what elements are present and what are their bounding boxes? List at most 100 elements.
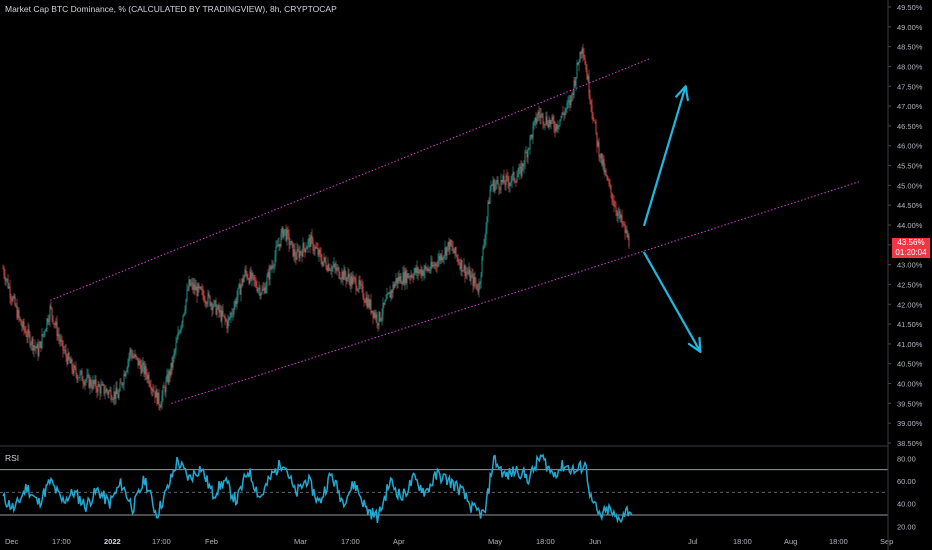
candle-body: [613, 202, 615, 207]
candle: [367, 294, 369, 309]
candle-body: [84, 381, 86, 385]
candle-body: [458, 262, 460, 264]
candle: [75, 361, 77, 379]
candle-body: [484, 239, 486, 245]
candle: [341, 268, 343, 283]
candle-body: [383, 302, 385, 305]
candle: [245, 264, 247, 277]
candle-body: [225, 319, 227, 322]
candle-body: [25, 331, 27, 336]
candle-body: [565, 108, 567, 111]
candle-body: [440, 254, 442, 261]
candle: [370, 293, 372, 316]
candle-body: [499, 189, 501, 190]
candle-body: [310, 235, 312, 247]
candle-body: [183, 313, 185, 316]
candle: [559, 119, 561, 127]
candle: [265, 281, 267, 294]
candle: [306, 245, 308, 250]
candle: [517, 167, 519, 178]
candle-body: [541, 114, 543, 115]
candle: [428, 267, 430, 274]
candle-body: [24, 329, 26, 332]
candle: [489, 185, 491, 205]
candle-body: [303, 243, 305, 249]
candle: [572, 89, 574, 101]
candle: [264, 283, 266, 294]
candle-body: [130, 349, 132, 354]
candle-body: [135, 354, 137, 357]
candle: [165, 376, 167, 398]
time-tick-label: 17:00: [52, 537, 71, 546]
candle: [45, 327, 47, 332]
candle-body: [91, 386, 93, 389]
candle-body: [121, 382, 123, 386]
candle-body: [146, 374, 148, 380]
candle: [582, 43, 584, 62]
candle-body: [278, 244, 280, 247]
candle: [479, 281, 481, 290]
candle: [471, 267, 473, 279]
candle: [413, 268, 415, 280]
candle-body: [209, 296, 211, 306]
candle: [424, 264, 426, 279]
candle-body: [536, 118, 538, 124]
price-tick-label: 49.50%: [897, 3, 923, 12]
channel-lower-line: [171, 180, 861, 404]
candle: [103, 383, 105, 397]
candle-body: [350, 275, 352, 287]
candle: [383, 302, 385, 309]
candle: [281, 226, 283, 241]
candle: [79, 369, 81, 382]
candle-body: [203, 295, 205, 302]
candle: [588, 69, 590, 100]
candle: [132, 350, 134, 359]
candle: [610, 184, 612, 199]
candle: [109, 386, 111, 392]
candle: [328, 263, 330, 272]
candle: [147, 372, 149, 384]
candle: [225, 317, 227, 323]
candle: [321, 254, 323, 268]
candle: [77, 374, 79, 384]
candle-body: [162, 386, 164, 396]
candle-body: [439, 255, 441, 261]
time-tick-label: Jun: [589, 537, 601, 546]
candle: [40, 341, 42, 353]
candle-body: [297, 249, 299, 251]
candle-body: [10, 296, 12, 299]
candle: [363, 293, 365, 307]
candle-body: [380, 318, 382, 321]
candle: [437, 253, 439, 268]
candle-body: [399, 275, 401, 282]
candle: [223, 315, 225, 319]
candle-body: [45, 329, 47, 332]
candle-body: [483, 244, 485, 248]
candle-body: [602, 159, 604, 165]
candle-body: [443, 255, 445, 258]
candle: [192, 277, 194, 294]
candle: [262, 282, 264, 291]
time-tick-label: May: [488, 537, 502, 546]
candle: [624, 221, 626, 240]
candle-body: [571, 93, 573, 96]
candle: [150, 379, 152, 395]
candle-body: [255, 280, 257, 287]
candle-body: [608, 180, 610, 184]
candle: [9, 279, 11, 304]
candle: [12, 295, 14, 303]
candle: [502, 174, 504, 185]
price-tick-label: 38.50%: [897, 439, 923, 448]
candle: [24, 326, 26, 334]
candle: [491, 183, 493, 187]
candle: [211, 301, 213, 317]
candle: [604, 163, 606, 178]
candle-body: [301, 252, 303, 257]
candle: [297, 244, 299, 253]
candle-body: [202, 289, 204, 296]
candle-body: [184, 309, 186, 314]
candle: [81, 368, 83, 382]
candle: [307, 238, 309, 253]
candle-body: [324, 257, 326, 262]
candle-body: [548, 119, 550, 128]
